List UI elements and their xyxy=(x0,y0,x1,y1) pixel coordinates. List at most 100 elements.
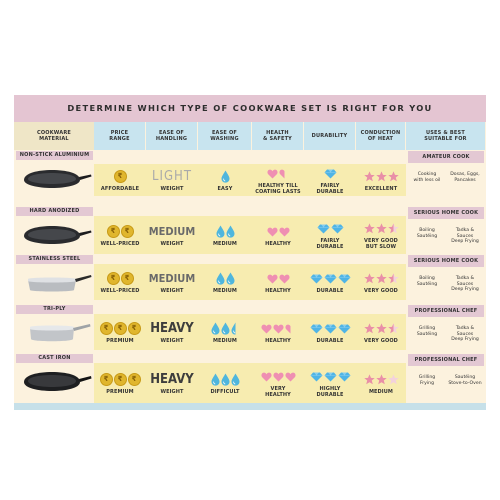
label-line: WEIGHT xyxy=(160,288,184,294)
pan-handle xyxy=(75,275,92,282)
header-washing: EASE OF WASHING xyxy=(198,122,251,150)
header-health: HEALTH & SAFETY xyxy=(252,122,303,150)
drop-fill xyxy=(221,322,229,335)
use-item: Dosas, Eggs, Pancakes xyxy=(448,172,482,183)
header-line: COOKWARE xyxy=(36,129,72,136)
header-line: DURABILITY xyxy=(311,132,348,139)
heart-icon xyxy=(278,227,290,236)
pan-body xyxy=(30,328,74,342)
pan-castiron-image xyxy=(24,372,92,391)
label-line: HIGHLY xyxy=(319,386,341,392)
cell-label: WELL-PRICED xyxy=(100,288,139,294)
diamond-icon xyxy=(338,274,350,283)
water-drop-icon xyxy=(226,225,234,238)
header-line: HEALTH xyxy=(266,129,289,136)
star-icon xyxy=(375,323,387,334)
header-line: WASHING xyxy=(210,136,239,142)
heart-fill xyxy=(284,372,296,381)
pan-handle xyxy=(73,324,91,331)
star-fill xyxy=(363,323,375,334)
heart-fill xyxy=(260,324,272,333)
pan-surface xyxy=(28,173,76,184)
title-band xyxy=(14,95,486,122)
gem-facet xyxy=(334,224,340,227)
star-icon xyxy=(375,273,387,284)
coin-group: ₹ xyxy=(113,168,127,185)
star-icon xyxy=(363,171,375,182)
star-icon xyxy=(363,323,375,334)
cell-label: HEALTHY TILL COATING LASTS xyxy=(255,183,301,195)
heart-group xyxy=(266,270,290,287)
star-icon xyxy=(387,171,399,182)
label-line: DIFFICULT xyxy=(210,389,240,395)
pan-rim xyxy=(28,277,76,283)
gem-facet xyxy=(313,324,319,327)
use-item: Grilling Frying xyxy=(410,375,444,386)
star-icon xyxy=(363,374,375,385)
weight-word: HEAVY xyxy=(150,320,194,336)
star-group xyxy=(363,168,399,185)
gem-body xyxy=(324,274,336,283)
label-line: WEIGHT xyxy=(160,389,184,395)
weight-word: MEDIUM xyxy=(148,224,196,238)
use-line: Pancakes xyxy=(454,177,476,183)
label-line: DURABLE xyxy=(316,244,344,250)
gem-facet xyxy=(341,324,347,327)
heart-icon xyxy=(278,274,290,283)
heart-fill xyxy=(266,227,278,236)
rupee-coin-icon: ₹ xyxy=(99,322,113,335)
weight-word-wrap: HEAVY xyxy=(150,320,193,337)
star-fill xyxy=(375,374,387,385)
water-drop-icon xyxy=(211,373,219,386)
weight-word: HEAVY xyxy=(150,371,194,387)
use-line: Frying xyxy=(419,380,435,386)
gem-facet xyxy=(327,169,333,172)
material-name: NON-STICK ALUMINIUM xyxy=(16,151,93,160)
gem-body xyxy=(324,169,336,178)
use-title: AMATEUR COOK xyxy=(408,151,484,163)
drop-shine xyxy=(227,280,230,284)
diamond-icon xyxy=(324,324,336,333)
cell-label: PREMIUM xyxy=(106,338,134,344)
water-drop-icon xyxy=(221,170,229,183)
use-line: Tadka & Sauces xyxy=(455,276,475,287)
header-text: HEALTH & SAFETY xyxy=(263,130,292,143)
header-line: EASE OF xyxy=(158,129,185,136)
drop-fill xyxy=(221,170,229,183)
row-band xyxy=(94,363,406,403)
material-name: HARD ANODIZED xyxy=(16,207,93,216)
cell-label: FAIRLY DURABLE xyxy=(316,183,343,195)
use-item: Tadka & Sauces Deep Frying xyxy=(448,276,482,293)
weight-word-wrap: MEDIUM xyxy=(149,270,195,287)
handling-cell: HEAVY WEIGHT xyxy=(146,314,198,350)
pan-surface xyxy=(28,229,76,240)
pan-triply-image xyxy=(30,324,91,342)
label-line: WELL-PRICED xyxy=(100,241,140,247)
label-line: HEALTHY xyxy=(265,392,291,398)
star-fill xyxy=(387,374,399,385)
price-cell: ₹ ₹ ₹ PREMIUM xyxy=(94,314,146,350)
diamond-icon xyxy=(317,224,329,233)
header-text: EASE OF WASHING xyxy=(210,130,239,143)
label-line: HEALTHY xyxy=(265,241,291,247)
drop-shine xyxy=(232,381,235,385)
label-line: MEDIUM xyxy=(212,288,238,294)
label-line: MEDIUM xyxy=(212,338,238,344)
label-line: DURABLE xyxy=(316,338,344,344)
pan-handle xyxy=(79,174,92,180)
use-title: SERIOUS HOME COOK xyxy=(408,255,484,267)
material-name: STAINLESS STEEL xyxy=(16,255,93,264)
cookware-chart: DETERMINE WHICH TYPE OF COOKWARE SET IS … xyxy=(14,95,486,410)
cell-label: MEDIUM xyxy=(213,338,237,344)
pan-anodized-image xyxy=(24,226,92,244)
gem-body xyxy=(310,274,322,283)
drop-group xyxy=(211,371,240,388)
cell-label: DIFFICULT xyxy=(210,389,239,395)
star-icon xyxy=(387,323,399,334)
drop-fill xyxy=(216,272,224,285)
gem-facet xyxy=(341,274,347,277)
star-fill xyxy=(375,171,387,182)
label-line: DURABLE xyxy=(316,392,344,398)
gem-facet xyxy=(320,224,326,227)
price-cell: ₹ ₹ WELL-PRICED xyxy=(94,216,146,254)
